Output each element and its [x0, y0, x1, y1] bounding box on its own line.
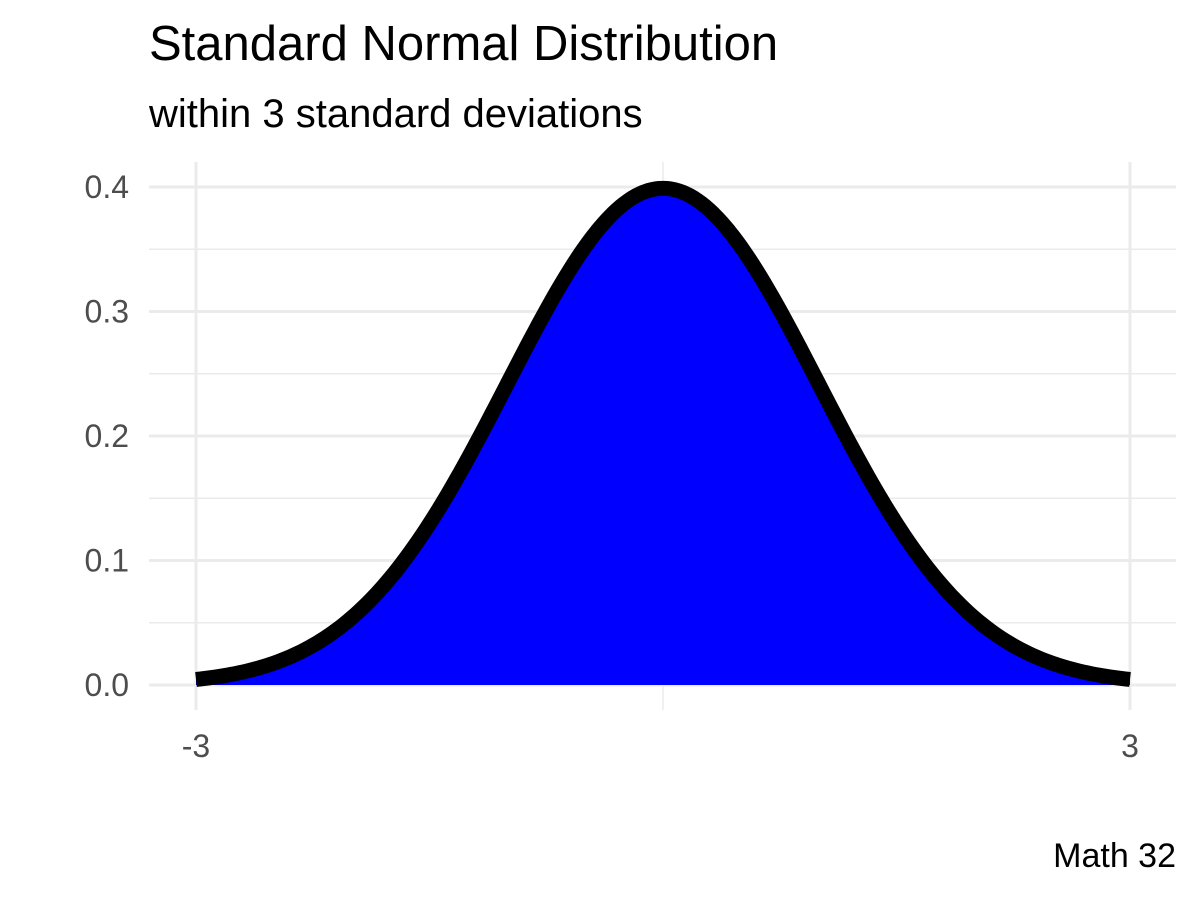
- axis-labels: 0.0 0.1 0.2 0.3 0.4 -3 3: [85, 169, 1139, 764]
- density-fill: [196, 188, 1130, 685]
- x-tick-label: 3: [1121, 728, 1139, 764]
- density-curve: [192, 180, 1134, 687]
- chart-subtitle: within 3 standard deviations: [149, 92, 643, 136]
- chart-caption: Math 32: [1053, 837, 1176, 875]
- y-tick-label: 0.2: [85, 418, 129, 454]
- density-area: [192, 180, 1134, 687]
- y-tick-label: 0.1: [85, 543, 129, 579]
- y-tick-label: 0.3: [85, 294, 129, 330]
- y-tick-label: 0.0: [85, 667, 129, 703]
- y-tick-label: 0.4: [85, 169, 129, 205]
- chart-title: Standard Normal Distribution: [149, 17, 779, 71]
- x-tick-label: -3: [182, 728, 210, 764]
